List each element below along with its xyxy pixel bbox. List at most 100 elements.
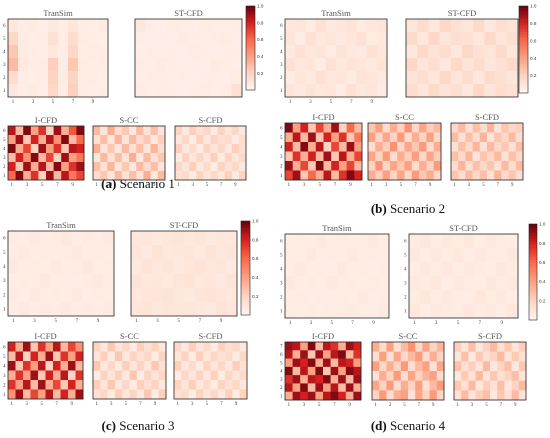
x-tick-label: 7 (56, 402, 59, 407)
heatmap-cell (315, 342, 324, 351)
heatmap-cell (226, 301, 238, 317)
heatmap-cell (71, 259, 83, 274)
heatmap-cell (315, 383, 324, 393)
heatmap-cell (217, 135, 225, 145)
heatmap-cell (508, 132, 517, 143)
heatmap-cell (152, 259, 164, 274)
colorbar-step (241, 235, 250, 238)
heatmap-cell (121, 135, 130, 145)
colorbar-s3: 1.00.80.60.40.2 (240, 219, 259, 316)
heatmap-cell (141, 273, 153, 288)
heatmap-cell (38, 370, 46, 381)
x-tick-label: 3 (385, 183, 388, 188)
heatmap-cell (487, 132, 495, 143)
heatmap-cell (188, 71, 200, 85)
heatmap-cell (38, 342, 46, 352)
heatmap-cell (479, 142, 488, 152)
heatmap-cell (482, 361, 491, 372)
heatmap-cell (199, 45, 211, 59)
heatmap-cell (504, 371, 512, 381)
heatmap-cell (300, 161, 309, 171)
heatmap-cell (82, 245, 94, 260)
heatmap-cell (368, 151, 376, 162)
heatmap-cell (495, 71, 508, 85)
heatmap-cell (75, 370, 84, 381)
heatmap-cell (485, 290, 497, 305)
heatmap-cell (490, 371, 498, 381)
heatmap-cell (417, 84, 429, 98)
heatmap-cell (226, 245, 238, 260)
heatmap-cell (152, 301, 164, 317)
heatmap-cell (428, 45, 440, 59)
heatmap-cell (68, 380, 76, 390)
heatmap-cell (518, 390, 527, 401)
heatmap-cell (308, 151, 317, 162)
heatmap-cell (232, 342, 240, 352)
heatmap-cell (238, 135, 247, 145)
plot-frame (7, 125, 85, 181)
heatmap-cell (78, 19, 89, 33)
heatmap-cell (292, 350, 301, 359)
heatmap-cell (210, 361, 219, 371)
heatmap-cell (508, 151, 517, 162)
x-tick-label: 1 (11, 183, 14, 188)
heatmap-cell (462, 45, 474, 59)
colorbar-tick-label: 1.0 (257, 4, 264, 9)
x-tick-label: 1 (95, 183, 98, 188)
heatmap-cell (231, 19, 243, 33)
heatmap-cell (406, 32, 418, 46)
heatmap-cell (508, 170, 517, 181)
heatmap-cell (518, 342, 527, 352)
heatmap-cell (188, 389, 197, 400)
heatmap-cell (285, 248, 296, 263)
heatmap-cell (315, 358, 324, 368)
y-tick-label: 6 (3, 24, 6, 29)
heatmap-cell (61, 144, 70, 154)
heatmap-cell (386, 390, 394, 401)
heatmap-cell (88, 71, 99, 85)
heatmap-cell (18, 71, 29, 85)
heatmap-cell (39, 231, 51, 246)
heatmap-cell (174, 351, 182, 362)
colorbar-step (519, 12, 528, 15)
heatmap-cell (136, 361, 145, 371)
heatmap-cell (71, 301, 83, 317)
y-tick-label: 1 (280, 310, 283, 315)
heatmap-cell (285, 262, 296, 277)
heatmap-cell (38, 389, 46, 400)
heatmap-cell (428, 71, 440, 85)
heatmap-cell (215, 259, 227, 274)
x-tick-label: 3 (191, 402, 194, 407)
x-tick-label: 9 (92, 100, 95, 105)
heatmap-cell (38, 380, 46, 390)
heatmap-cell (295, 71, 306, 85)
heatmap-cell (507, 234, 519, 249)
heatmap-cell (458, 123, 466, 133)
heatmap-cell (300, 375, 309, 384)
colorbar-step (246, 60, 255, 63)
heatmap-cell (144, 380, 152, 390)
heatmap-cell (162, 245, 174, 260)
y-tick-label: 5 (3, 138, 6, 143)
heatmap-cell (452, 262, 464, 277)
colorbar-step (519, 21, 528, 24)
colorbar-step (246, 62, 255, 66)
heatmap-cell (8, 126, 16, 136)
heatmap-cell (157, 171, 166, 181)
heatmap-cell (300, 142, 309, 152)
heatmap-cell (61, 245, 72, 260)
y-tick-label: 2 (3, 76, 6, 81)
colorbar-step (246, 27, 255, 30)
heatmap-cell (382, 132, 391, 143)
y-tick-label: 3 (3, 63, 6, 68)
heatmap-cell (292, 170, 301, 181)
heatmap-cell (400, 390, 409, 401)
heatmap-cell (482, 351, 491, 362)
colorbar-step (241, 260, 250, 264)
heatmap-cell (463, 290, 475, 305)
heatmap-cell (46, 153, 54, 163)
heatmap-cell (338, 358, 347, 368)
colorbar-step (241, 258, 250, 262)
colorbar-step (519, 34, 528, 37)
heatmap-cell (210, 351, 219, 362)
